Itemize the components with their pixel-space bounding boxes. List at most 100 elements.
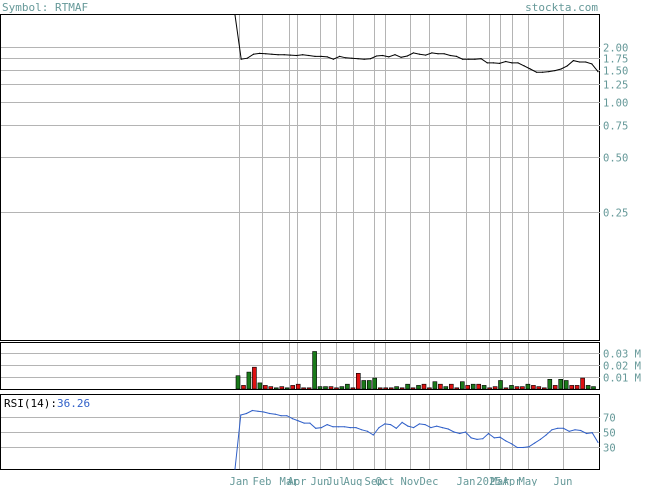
x-tick-label: Jul (327, 476, 346, 486)
rsi-point (240, 414, 242, 416)
price-point (295, 54, 298, 57)
volume-bar (366, 380, 372, 390)
x-tick-label: Jun (554, 476, 573, 486)
price-point (363, 58, 365, 60)
rsi-point (274, 413, 276, 415)
rsi-point (401, 421, 403, 423)
price-point (585, 61, 587, 63)
rsi-point (326, 424, 328, 426)
volume-series (235, 351, 596, 390)
price-point (462, 58, 464, 60)
volume-tick-label: 0.03 M (603, 349, 641, 361)
site-label: stockta.com (525, 1, 598, 14)
rsi-point (372, 434, 374, 436)
price-line (234, 14, 599, 73)
rsi-point (511, 443, 513, 445)
price-point (234, 14, 236, 16)
rsi-point (297, 420, 299, 422)
rsi-point (286, 415, 288, 417)
tick-labels: 2.001.751.501.251.000.750.500.250.03 M0.… (230, 43, 641, 489)
rsi-point (557, 427, 559, 429)
price-point (597, 71, 599, 73)
rsi-point (505, 440, 507, 442)
price-point (449, 54, 451, 57)
rsi-point (476, 438, 478, 440)
price-point (332, 58, 334, 60)
price-point (320, 55, 322, 58)
rsi-point (361, 429, 363, 431)
price-point (529, 68, 531, 70)
price-point (271, 53, 273, 55)
price-tick-label: 0.25 (603, 208, 628, 220)
price-point (566, 65, 568, 67)
volume-tick-label: 0.01 M (603, 373, 641, 385)
price-point (425, 54, 427, 56)
rsi-point (315, 427, 317, 429)
rsi-label-text: RSI(14): (4, 397, 57, 410)
volume-bar (443, 386, 449, 390)
price-point (375, 55, 378, 57)
price-tick-label: 1.25 (603, 80, 628, 92)
volume-bar (279, 386, 285, 390)
price-tick-label: 2.00 (603, 43, 628, 55)
x-tick-label: Oct (376, 476, 395, 486)
price-point (369, 58, 371, 60)
x-tick-label: Feb (253, 476, 272, 486)
volume-bar (427, 387, 432, 390)
volume-bar (432, 381, 438, 390)
volume-bar (585, 385, 591, 390)
rsi-point (366, 430, 369, 432)
volume-tick-label: 0.02 M (603, 361, 641, 373)
volume-bar (492, 386, 498, 390)
price-point (382, 54, 384, 57)
volume-bar (547, 378, 553, 390)
volume-bar (257, 382, 263, 390)
price-tick-label: 0.75 (603, 121, 628, 133)
volume-bar (416, 385, 421, 390)
rsi-tick-label: 70 (603, 413, 616, 425)
rsi-point (257, 410, 259, 412)
volume-bar (470, 383, 476, 390)
grid-layer (1, 15, 600, 469)
price-point (468, 58, 470, 60)
price-point (345, 57, 347, 59)
rsi-point (459, 432, 461, 435)
x-tick-label: Apr (288, 476, 307, 486)
price-point (283, 54, 285, 56)
price-point (486, 62, 488, 64)
price-point (289, 54, 291, 56)
price-panel-frame (0, 14, 600, 341)
rsi-point (303, 422, 305, 424)
volume-bar (591, 386, 596, 390)
rsi-point (568, 430, 570, 432)
volume-bar (312, 351, 317, 390)
rsi-point (413, 427, 415, 429)
volume-bar (284, 387, 290, 390)
rsi-point (591, 432, 593, 434)
price-point (265, 53, 267, 55)
rsi-point (395, 427, 397, 429)
rsi-point (338, 426, 340, 428)
rsi-point (453, 431, 455, 433)
rsi-point (585, 432, 588, 435)
x-tick-label: Sep (365, 476, 384, 486)
volume-bar (503, 387, 509, 390)
x-tick-label: Jun (311, 476, 330, 486)
price-point (400, 56, 402, 58)
price-tick-label: 0.50 (603, 153, 628, 165)
price-point (492, 62, 494, 64)
rsi-point (545, 434, 547, 436)
rsi-point (562, 427, 565, 429)
price-point (252, 53, 255, 55)
volume-bar (405, 383, 410, 390)
rsi-label: RSI(14):36.26 (4, 397, 90, 410)
price-point (523, 65, 525, 67)
rsi-point (269, 412, 271, 415)
volume-bar (520, 386, 525, 390)
rsi-point (378, 427, 380, 429)
price-point (591, 63, 593, 65)
price-point (511, 62, 513, 64)
volume-bar (383, 387, 389, 390)
price-tick-label: 1.50 (603, 66, 628, 78)
